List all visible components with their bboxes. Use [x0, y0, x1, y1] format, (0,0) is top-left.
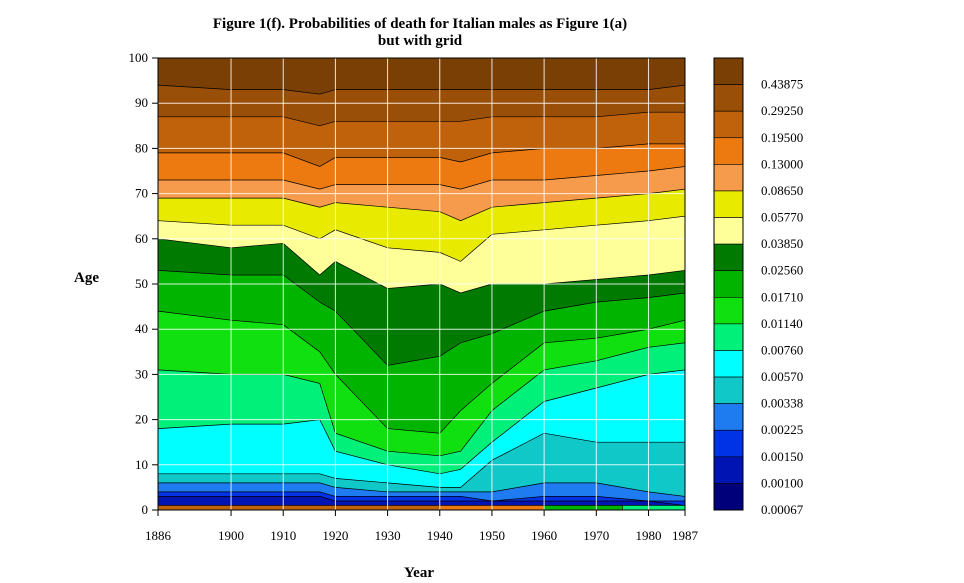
x-tick-label: 1970	[583, 528, 609, 543]
legend-label: 0.00338	[761, 396, 803, 411]
legend-swatch	[713, 296, 744, 325]
legend-swatch	[713, 350, 744, 378]
legend-label: 0.00225	[761, 422, 803, 437]
y-tick-label: 80	[135, 140, 148, 155]
chart-title-line-1: Figure 1(f). Probabilities of death for …	[212, 16, 628, 32]
legend-swatch	[713, 190, 744, 218]
legend-label: 0.43875	[761, 77, 803, 92]
legend-swatch	[713, 429, 744, 458]
axes: 1886 1900 1910 1920 1930 1940 1950 1960 1970 1980…	[129, 50, 699, 543]
legend-label: 0.29250	[761, 103, 803, 118]
y-tick-label: 70	[135, 186, 148, 201]
legend-label: 0.08650	[761, 183, 803, 198]
y-tick-label: 0	[142, 502, 149, 517]
x-tick-label: 1886	[145, 528, 172, 543]
y-tick-label: 50	[135, 276, 148, 291]
legend-swatch	[713, 243, 744, 272]
infant-band	[543, 505, 623, 511]
legend-label: 0.01710	[761, 289, 803, 304]
y-tick-label: 40	[135, 321, 148, 336]
y-tick-label: 100	[129, 50, 149, 65]
legend-swatch	[713, 483, 744, 511]
legend-label: 0.05770	[761, 210, 803, 225]
infant-band	[622, 505, 686, 511]
legend-label: 0.00150	[761, 449, 803, 464]
legend-label: 0.00570	[761, 369, 803, 384]
y-tick-label: 30	[135, 366, 148, 381]
legend: 0.43875 0.29250 0.19500 0.13000 0.08650 0.057…	[713, 57, 804, 517]
legend-swatch	[713, 164, 744, 192]
legend-label: 0.19500	[761, 130, 803, 145]
x-tick-label: 1987	[672, 528, 699, 543]
legend-swatch	[713, 217, 744, 245]
legend-swatch	[713, 57, 744, 85]
legend-swatch	[713, 270, 744, 298]
y-tick-label: 20	[135, 412, 148, 427]
chart-title-line-2: but with grid	[377, 33, 463, 49]
legend-swatch	[713, 323, 744, 351]
legend-label: 0.02560	[761, 263, 803, 278]
legend-label: 0.00067	[761, 502, 804, 517]
y-tick-label: 90	[135, 95, 148, 110]
x-axis-label: Year	[404, 565, 434, 581]
plot-area	[157, 58, 686, 511]
legend-label: 0.03850	[761, 236, 803, 251]
legend-label: 0.00100	[761, 475, 803, 490]
legend-swatch	[713, 376, 744, 404]
x-tick-label: 1920	[322, 528, 348, 543]
grid	[158, 58, 685, 510]
legend-label: 0.00760	[761, 342, 803, 357]
y-axis-label: Age	[74, 270, 99, 286]
legend-swatch	[713, 110, 744, 139]
legend-label: 0.13000	[761, 156, 803, 171]
legend-swatch	[713, 84, 744, 112]
x-tick-label: 1940	[427, 528, 453, 543]
legend-swatch	[713, 456, 744, 484]
infant-band	[157, 505, 441, 511]
x-tick-label: 1960	[531, 528, 557, 543]
x-tick-label: 1930	[375, 528, 401, 543]
x-tick-label: 1900	[218, 528, 244, 543]
legend-label: 0.01140	[761, 316, 803, 331]
y-tick-label: 10	[135, 457, 148, 472]
x-tick-label: 1910	[270, 528, 296, 543]
legend-frame	[713, 57, 744, 511]
chart-title: Figure 1(f). Probabilities of death for …	[140, 16, 700, 50]
x-tick-label: 1950	[479, 528, 505, 543]
y-tick-label: 60	[135, 231, 148, 246]
x-tick-label: 1980	[635, 528, 661, 543]
legend-swatch	[713, 403, 744, 431]
legend-swatch	[713, 137, 744, 165]
